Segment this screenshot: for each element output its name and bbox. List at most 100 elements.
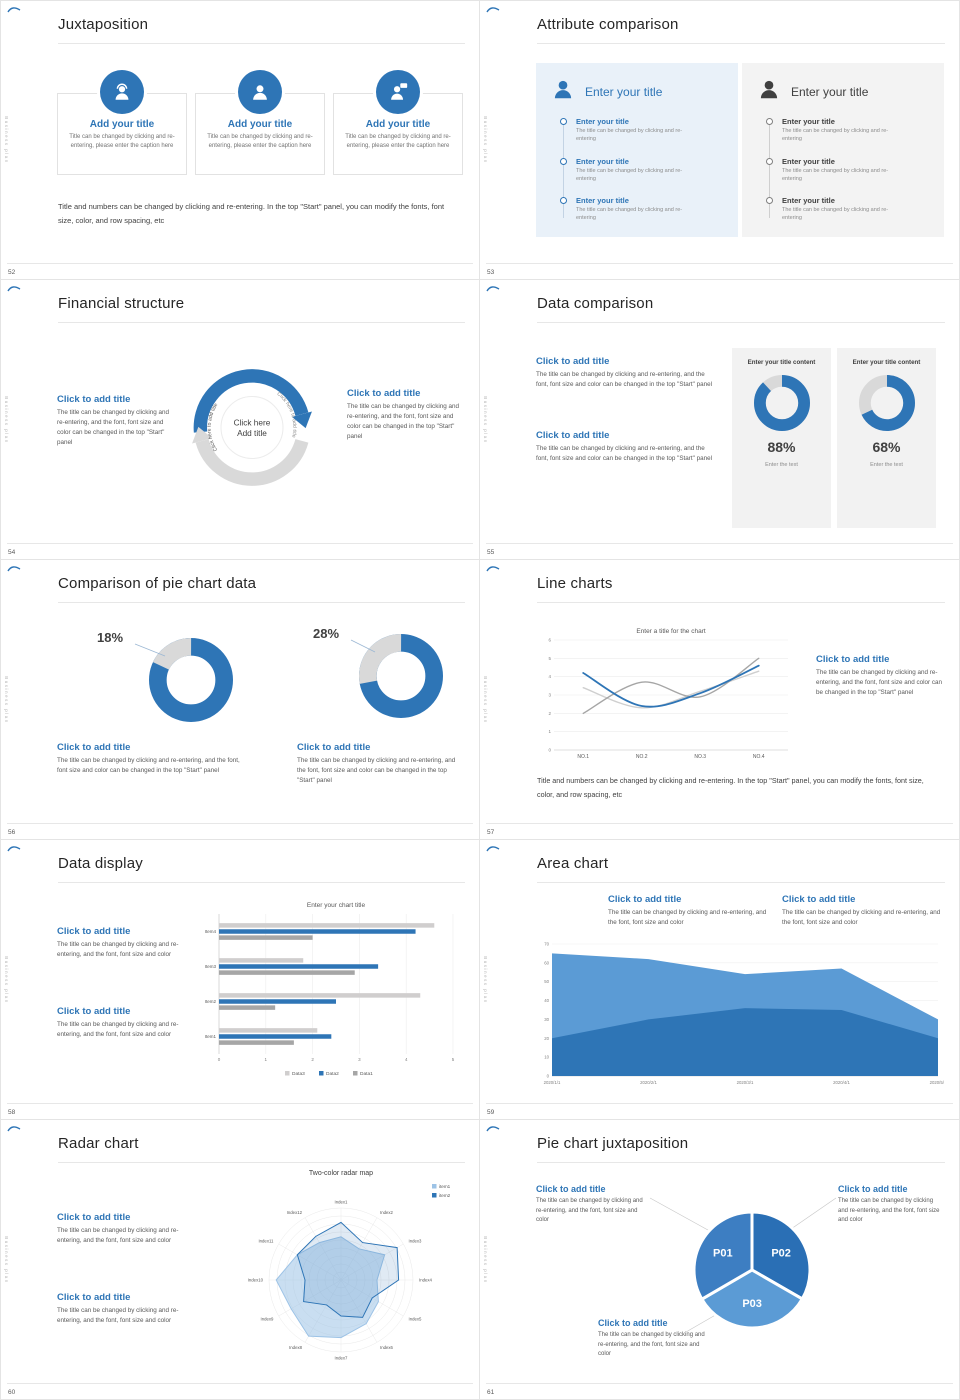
svg-text:item2: item2: [439, 1193, 451, 1198]
svg-text:2020/2/1: 2020/2/1: [640, 1080, 657, 1085]
svg-text:Enter a title for the chart: Enter a title for the chart: [636, 628, 706, 635]
block-caption: The title can be changed by clicking and…: [57, 1227, 179, 1245]
page-number: 55: [487, 549, 495, 556]
slide-body-text: Title and numbers can be changed by clic…: [58, 202, 445, 226]
title-divider: [537, 602, 945, 603]
slide-53[interactable]: Business plan Attribute comparison Enter…: [480, 0, 960, 280]
svg-text:Item4: Item4: [205, 929, 217, 934]
card-caption: Title can be changed by clicking and re-…: [207, 134, 313, 150]
page-number: 61: [487, 1389, 495, 1396]
panel-heading: Enter your title: [791, 84, 869, 99]
svg-text:item1: item1: [439, 1184, 451, 1189]
svg-text:2020/5/1: 2020/5/1: [930, 1080, 944, 1085]
card-caption: Title can be changed by clicking and re-…: [345, 134, 451, 150]
svg-text:P02: P02: [771, 1248, 791, 1260]
block-title: Click to add title: [57, 394, 131, 405]
sidebar-vertical-text: Business plan: [483, 675, 488, 724]
timeline-line: [769, 122, 770, 218]
block-title: Click to add title: [536, 356, 610, 367]
svg-text:Index8: Index8: [289, 1345, 303, 1350]
svg-text:Index5: Index5: [409, 1317, 423, 1322]
page-number: 58: [8, 1109, 16, 1116]
timeline-item: Enter your title The title can be change…: [560, 196, 738, 223]
stat-card: Enter your title content 88% Enter the t…: [732, 348, 831, 528]
title-divider: [537, 322, 945, 323]
text-block: Click to add title The title can be chan…: [57, 1292, 189, 1326]
svg-text:Index12: Index12: [287, 1210, 303, 1215]
block-caption: The title can be changed by clicking and…: [536, 1198, 643, 1224]
block-title: Click to add title: [816, 654, 890, 665]
svg-text:70: 70: [544, 942, 549, 947]
slide-52[interactable]: Business plan Juxtaposition Add your tit…: [0, 0, 480, 280]
title-divider: [58, 602, 465, 603]
timeline-item: Enter your title The title can be change…: [766, 117, 944, 144]
svg-text:Index7: Index7: [335, 1356, 349, 1361]
svg-text:Index6: Index6: [380, 1345, 394, 1350]
card-heading: Enter your title content: [747, 359, 816, 366]
svg-text:Data2: Data2: [326, 1071, 339, 1077]
page-number: 57: [487, 829, 495, 836]
svg-text:Item2: Item2: [205, 999, 217, 1004]
panel-heading: Enter your title: [585, 84, 663, 99]
svg-text:20: 20: [544, 1036, 549, 1041]
slide-61[interactable]: Business plan Pie chart juxtaposition Cl…: [480, 1120, 960, 1400]
center-text-line1: Click here: [234, 418, 271, 427]
svg-text:NO.1: NO.1: [577, 754, 589, 760]
person-icon: [550, 76, 576, 107]
svg-text:0: 0: [547, 1074, 550, 1079]
text-block: Click to add title The title can be chan…: [536, 356, 716, 390]
slide-60[interactable]: Business plan Radar chart Click to add t…: [0, 1120, 480, 1400]
line-chart: Enter a title for the chart 0 1 2 3 4 5 6 NO.1 NO…: [548, 628, 788, 760]
card-heading: Enter your title content: [852, 359, 921, 366]
area-chart: 0 10 20 30 40 50 60 70 2020/1/1 2020/2/1 2020/3/1 2…: [544, 942, 944, 1086]
block-title: Click to add title: [838, 1184, 908, 1194]
slide-body-text: Title and numbers can be changed by clic…: [537, 776, 924, 799]
block-caption: The title can be changed by clicking and…: [297, 757, 456, 785]
page-number: 53: [487, 269, 495, 276]
slide-56[interactable]: Business plan Comparison of pie chart da…: [0, 560, 480, 840]
logo-icon: [486, 7, 500, 13]
block-title: Click to add title: [57, 1212, 131, 1223]
slide-title: Radar chart: [58, 1135, 139, 1152]
page-number: 54: [8, 549, 16, 556]
block-caption: The title can be changed by clicking and…: [57, 757, 240, 775]
svg-text:Index2: Index2: [380, 1210, 394, 1215]
block-caption: The title can be changed by clicking and…: [816, 669, 943, 697]
cycle-arrow-gray: [195, 438, 309, 486]
person-chat-icon: [376, 70, 420, 114]
cycle-arrow-blue: [193, 369, 309, 433]
title-divider: [537, 1162, 945, 1163]
svg-text:30: 30: [544, 1017, 549, 1022]
block-title: Click to add title: [782, 894, 856, 905]
bar-chart: Enter your chart title 0 1 2 3 4 5 Item1 Item2 It…: [205, 902, 455, 1077]
slide-57[interactable]: Business plan Line charts Enter a title …: [480, 560, 960, 840]
svg-text:2020/4/1: 2020/4/1: [833, 1080, 850, 1085]
footer-divider: [486, 543, 953, 544]
footer-divider: [486, 263, 953, 264]
slide-59[interactable]: Business plan Area chart Click to add ti…: [480, 840, 960, 1120]
block-caption: The title can be changed by clicking and…: [536, 371, 713, 389]
footer-divider: [486, 1383, 953, 1384]
item-caption: The title can be changed by clicking and…: [782, 207, 889, 222]
timeline-item: Enter your title The title can be change…: [560, 157, 738, 184]
text-block: Click to add title The title can be chan…: [816, 654, 944, 698]
feature-card: Add your title Title can be changed by c…: [195, 70, 325, 175]
title-divider: [58, 43, 465, 44]
slide-title: Pie chart juxtaposition: [537, 1135, 689, 1152]
text-block: Click to add title The title can be chan…: [782, 894, 944, 928]
block-caption: The title can be changed by clicking and…: [347, 403, 460, 441]
footer-divider: [486, 823, 953, 824]
slide-54[interactable]: Business plan Financial structure Click …: [0, 280, 480, 560]
item-caption: The title can be changed by clicking and…: [576, 128, 683, 143]
footer-divider: [7, 263, 473, 264]
svg-text:10: 10: [544, 1055, 549, 1060]
slide-55[interactable]: Business plan Data comparison Click to a…: [480, 280, 960, 560]
footer-divider: [7, 1383, 473, 1384]
comparison-panel-left: Enter your title Enter your title The ti…: [536, 63, 738, 237]
svg-text:4: 4: [548, 674, 551, 679]
slide-58[interactable]: Business plan Data display Click to add …: [0, 840, 480, 1120]
page-number: 60: [8, 1389, 16, 1396]
svg-text:Item3: Item3: [205, 964, 217, 969]
slide-title: Financial structure: [58, 295, 185, 312]
